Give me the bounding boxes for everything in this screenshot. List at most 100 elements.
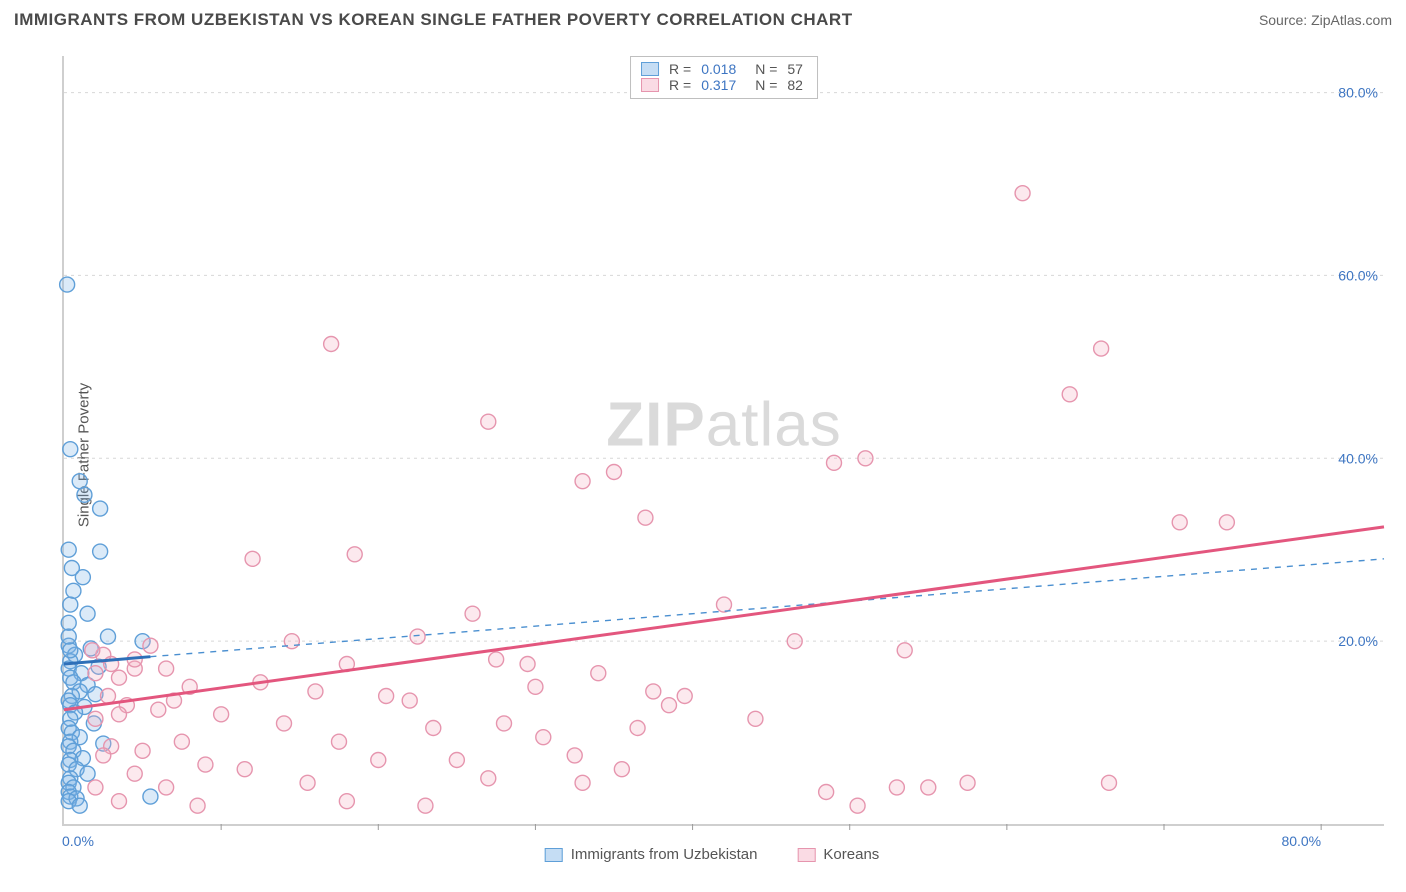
data-point — [85, 643, 100, 658]
legend-row-korean: R = 0.317 N = 82 — [641, 77, 803, 93]
data-point — [72, 474, 87, 489]
data-point — [332, 734, 347, 749]
data-point — [63, 597, 78, 612]
data-point — [418, 798, 433, 813]
swatch-pink — [641, 78, 659, 92]
data-point — [536, 730, 551, 745]
data-point — [80, 766, 95, 781]
data-point — [591, 666, 606, 681]
data-point — [277, 716, 292, 731]
data-point — [449, 753, 464, 768]
y-tick-label: 40.0% — [1338, 450, 1378, 466]
data-point — [88, 780, 103, 795]
data-point — [159, 661, 174, 676]
regression-extrapolation-uzbek — [150, 559, 1384, 657]
data-point — [237, 762, 252, 777]
data-point — [662, 698, 677, 713]
data-point — [528, 679, 543, 694]
swatch-blue — [641, 62, 659, 76]
regression-line-korean — [64, 527, 1384, 710]
data-point — [198, 757, 213, 772]
data-point — [112, 670, 127, 685]
data-point — [921, 780, 936, 795]
legend-label-korean: Koreans — [823, 846, 879, 863]
data-point — [889, 780, 904, 795]
data-point — [66, 583, 81, 598]
data-point — [465, 606, 480, 621]
y-tick-label: 60.0% — [1338, 267, 1378, 283]
data-point — [347, 547, 362, 562]
data-point — [80, 606, 95, 621]
data-point — [748, 711, 763, 726]
swatch-pink — [797, 848, 815, 862]
legend-item-korean: Koreans — [797, 846, 879, 863]
data-point — [960, 775, 975, 790]
r-value-uzbek: 0.018 — [701, 61, 745, 77]
data-point — [1062, 387, 1077, 402]
data-point — [787, 634, 802, 649]
data-point — [88, 666, 103, 681]
data-point — [339, 794, 354, 809]
data-point — [143, 638, 158, 653]
n-value-uzbek: 57 — [787, 61, 803, 77]
data-point — [1102, 775, 1117, 790]
data-point — [93, 544, 108, 559]
legend-item-uzbek: Immigrants from Uzbekistan — [545, 846, 758, 863]
data-point — [410, 629, 425, 644]
y-tick-label: 80.0% — [1338, 85, 1378, 101]
correlation-legend: R = 0.018 N = 57 R = 0.317 N = 82 — [630, 56, 818, 99]
data-point — [481, 414, 496, 429]
data-point — [88, 711, 103, 726]
data-point — [174, 734, 189, 749]
data-point — [827, 455, 842, 470]
data-point — [61, 615, 76, 630]
data-point — [151, 702, 166, 717]
data-point — [214, 707, 229, 722]
data-point — [101, 689, 116, 704]
data-point — [159, 780, 174, 795]
data-point — [60, 277, 75, 292]
data-point — [1015, 186, 1030, 201]
data-point — [127, 766, 142, 781]
data-point — [646, 684, 661, 699]
data-point — [300, 775, 315, 790]
chart-title: IMMIGRANTS FROM UZBEKISTAN VS KOREAN SIN… — [14, 10, 853, 30]
data-point — [63, 442, 78, 457]
r-label: R = — [669, 77, 691, 93]
data-point — [630, 721, 645, 736]
data-point — [61, 629, 76, 644]
data-point — [135, 743, 150, 758]
data-point — [324, 337, 339, 352]
data-point — [567, 748, 582, 763]
r-value-korean: 0.317 — [701, 77, 745, 93]
data-point — [614, 762, 629, 777]
data-point — [897, 643, 912, 658]
series-legend: Immigrants from Uzbekistan Koreans — [545, 846, 880, 863]
data-point — [489, 652, 504, 667]
data-point — [677, 689, 692, 704]
data-point — [481, 771, 496, 786]
data-point — [638, 510, 653, 525]
data-point — [520, 657, 535, 672]
legend-row-uzbek: R = 0.018 N = 57 — [641, 61, 803, 77]
data-point — [101, 629, 116, 644]
scatter-svg: 20.0%40.0%60.0%80.0%0.0%80.0% — [64, 56, 1384, 824]
y-tick-label: 20.0% — [1338, 633, 1378, 649]
data-point — [850, 798, 865, 813]
data-point — [96, 748, 111, 763]
plot-area: R = 0.018 N = 57 R = 0.317 N = 82 ZIPatl… — [62, 56, 1384, 826]
data-point — [77, 487, 92, 502]
data-point — [426, 721, 441, 736]
data-point — [575, 474, 590, 489]
swatch-blue — [545, 848, 563, 862]
data-point — [61, 542, 76, 557]
data-point — [190, 798, 205, 813]
data-point — [63, 643, 78, 658]
data-point — [858, 451, 873, 466]
chart-container: Single Father Poverty R = 0.018 N = 57 R… — [32, 48, 1392, 862]
x-tick-label: 80.0% — [1281, 833, 1321, 849]
data-point — [1219, 515, 1234, 530]
data-point — [1094, 341, 1109, 356]
data-point — [819, 785, 834, 800]
legend-label-uzbek: Immigrants from Uzbekistan — [571, 846, 758, 863]
